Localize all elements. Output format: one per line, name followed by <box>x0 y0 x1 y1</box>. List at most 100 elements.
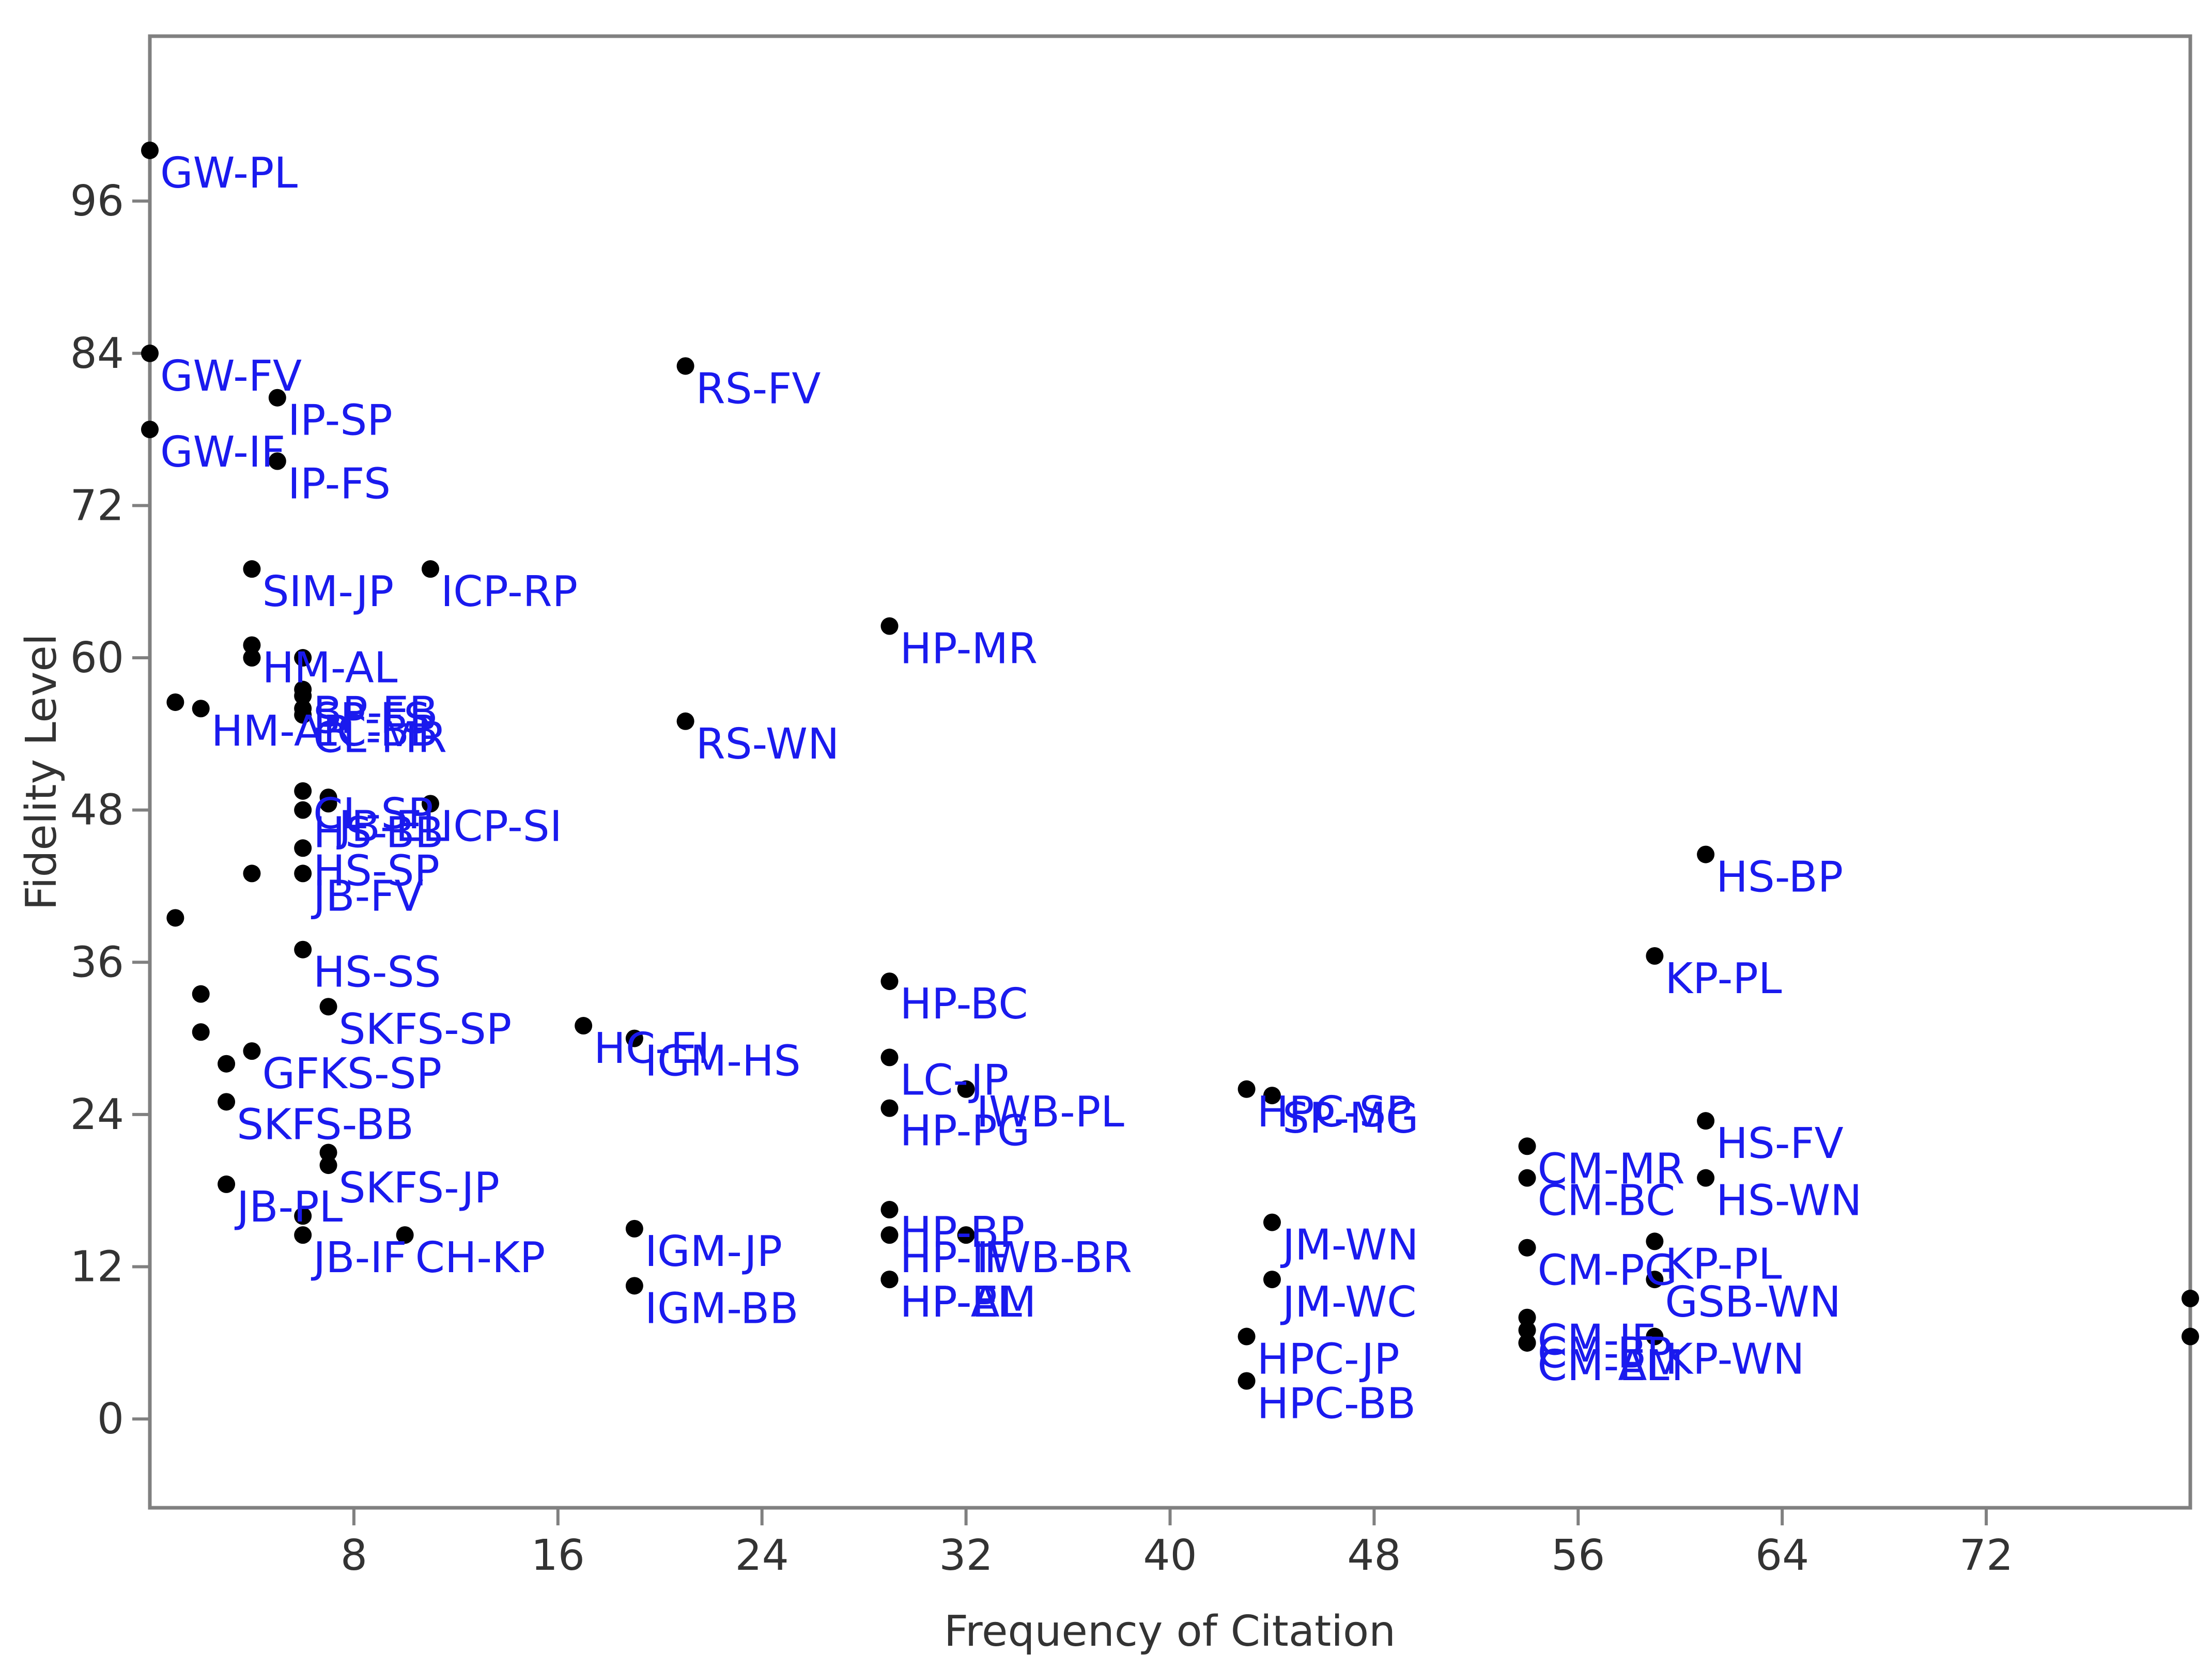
data-point <box>141 421 159 439</box>
data-point <box>2182 1289 2199 1307</box>
point-label: HS-SS <box>313 948 441 997</box>
point-label: SIM-JP <box>262 567 394 616</box>
point-label: GW-IF <box>160 428 285 477</box>
point-label: IGM-JP <box>645 1227 782 1276</box>
point-label: JB-PL <box>234 1183 343 1232</box>
x-axis-title: Frequency of Citation <box>944 1607 1396 1656</box>
data-point <box>243 1042 261 1060</box>
point-label: CM-BC <box>1538 1177 1676 1226</box>
point-label: CM-IF <box>1538 1316 1656 1365</box>
point-label: RS-WN <box>696 720 840 769</box>
x-tick-label: 40 <box>1143 1531 1197 1580</box>
data-point <box>1263 1087 1281 1105</box>
point-label: IWB-BR <box>977 1233 1132 1282</box>
plot-frame <box>148 34 2192 1510</box>
data-point <box>1238 1372 1256 1390</box>
point-label: HS-SP <box>313 846 440 895</box>
point-label: KP-PL <box>1665 954 1782 1003</box>
point-label: HC-EI <box>594 1024 710 1073</box>
point-label: GSB-WN <box>1665 1278 1841 1327</box>
data-point <box>319 1156 337 1175</box>
point-label: JM-WC <box>1280 1278 1417 1327</box>
data-point <box>294 864 312 883</box>
data-point <box>1646 1327 1664 1346</box>
data-point <box>1518 1169 1536 1187</box>
x-tick-label: 72 <box>1959 1531 2013 1580</box>
point-label: GFKS-SP <box>262 1049 442 1099</box>
data-point <box>192 1023 210 1041</box>
data-point <box>1646 1232 1664 1250</box>
point-label: HS-WN <box>1716 1177 1862 1226</box>
data-point <box>294 1226 312 1244</box>
point-label: LC-BB <box>313 707 438 756</box>
point-label: SP-MG <box>1282 1094 1419 1143</box>
point-label: SKFS-SP <box>339 1005 512 1054</box>
data-point <box>294 782 312 800</box>
data-point <box>319 998 337 1016</box>
data-point <box>880 972 899 991</box>
point-label: BP-EB <box>313 688 438 737</box>
point-label: CM-MR <box>1538 1145 1685 1194</box>
point-label: IP-SP <box>288 396 393 445</box>
y-tick-label: 0 <box>97 1395 124 1444</box>
data-point <box>294 649 312 667</box>
data-point <box>218 1093 236 1111</box>
point-label: HM-AL <box>262 643 397 692</box>
point-label: HS-FV <box>1716 1119 1844 1168</box>
point-label: SP-FS <box>313 694 430 744</box>
point-label: IP-FS <box>288 459 391 508</box>
data-point <box>294 801 312 819</box>
y-tick-label: 12 <box>70 1243 124 1292</box>
point-label: HPC-SP <box>1257 1088 1412 1137</box>
point-label: ICP-RP <box>441 567 578 616</box>
point-label: CH-KP <box>415 1233 546 1282</box>
data-point <box>192 700 210 718</box>
point-label: CM-AM <box>1538 1341 1684 1390</box>
x-tick-label: 8 <box>341 1531 367 1580</box>
data-point <box>625 1219 643 1238</box>
point-label: HP-PG <box>900 1107 1030 1156</box>
data-point <box>294 687 312 705</box>
data-point <box>625 1277 643 1295</box>
x-tick-label: 24 <box>735 1531 789 1580</box>
data-point <box>166 693 184 711</box>
point-label: CL-SP <box>313 790 434 839</box>
data-point <box>218 1055 236 1073</box>
point-label: SKFS-JP <box>339 1164 500 1213</box>
x-axis: 8 16 24 32 40 48 56 64 72 <box>341 1508 2013 1580</box>
point-label: GW-PL <box>160 149 298 198</box>
y-axis: 0 12 24 36 48 60 72 84 96 <box>70 177 150 1444</box>
point-label: HS-BP <box>1716 853 1843 902</box>
data-point <box>319 1143 337 1162</box>
data-point <box>1263 1213 1281 1231</box>
data-point <box>1238 1080 1256 1098</box>
data-point <box>243 560 261 578</box>
y-tick-label: 96 <box>70 177 124 226</box>
data-point <box>141 344 159 362</box>
point-label: CM-EL <box>1538 1341 1669 1390</box>
point-label: JM-WN <box>1280 1221 1419 1270</box>
point-label: JB-FV <box>311 872 423 921</box>
point-label: CL-MR <box>313 714 447 763</box>
point-label: ICP-SI <box>441 802 562 851</box>
data-point <box>192 985 210 1003</box>
x-tick-label: 56 <box>1551 1531 1605 1580</box>
point-label: HM-AR <box>211 707 352 756</box>
y-tick-label: 48 <box>70 786 124 835</box>
data-point <box>1518 1308 1536 1326</box>
point-label: SKFS-BB <box>237 1100 414 1149</box>
point-label: JB-EL <box>336 802 446 851</box>
data-point <box>957 1226 975 1244</box>
point-label: HP-EL <box>900 1278 1023 1327</box>
data-point <box>294 706 312 724</box>
data-point <box>676 357 694 375</box>
point-label: IGM-BB <box>645 1284 799 1333</box>
point-label: JB-IF <box>311 1233 407 1282</box>
point-label: LC-JP <box>900 1056 1009 1105</box>
point-label: HP-BP <box>900 1208 1025 1257</box>
data-point <box>1518 1137 1536 1155</box>
point-label: HP-AM <box>900 1278 1037 1327</box>
data-point <box>218 1175 236 1193</box>
y-tick-label: 84 <box>70 329 124 378</box>
